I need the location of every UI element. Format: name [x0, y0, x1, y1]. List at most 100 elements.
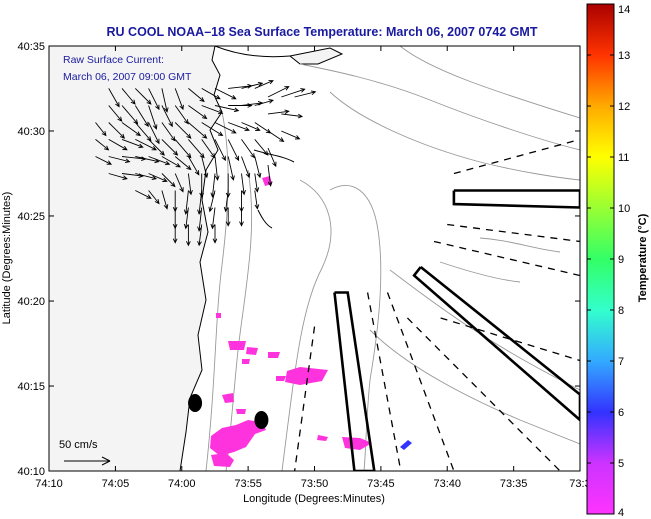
sst-cold-patch: [210, 420, 266, 456]
colorbar-tick-label: 6: [618, 407, 624, 419]
current-vector: [108, 105, 123, 122]
current-vector: [148, 88, 160, 111]
current-vector: [210, 207, 216, 230]
x-tick-label: 73:35: [500, 478, 528, 490]
current-vector: [183, 190, 189, 215]
current-vector: [188, 139, 205, 159]
current-vector: [95, 139, 110, 151]
current-vector: [174, 173, 184, 193]
colorbar-tick-label: 14: [618, 4, 630, 16]
colorbar-tick-label: 13: [618, 50, 630, 62]
current-vector: [197, 224, 203, 247]
current-vector: [183, 207, 189, 230]
current-vector: [161, 139, 179, 156]
current-vector: [148, 156, 171, 166]
ocean-stations: [188, 394, 269, 429]
current-vector: [188, 122, 208, 139]
current-vector: [254, 139, 269, 156]
sst-cold-patch: [285, 367, 328, 385]
current-vector: [174, 156, 192, 171]
y-tick-label: 40:15: [17, 381, 45, 393]
current-vector: [95, 156, 113, 165]
x-tick-label: 73:40: [433, 478, 461, 490]
current-vector: [121, 105, 139, 125]
annotation-line-2: March 06, 2007 09:00 GMT: [63, 71, 192, 83]
current-vector: [227, 156, 235, 181]
current-vector: [241, 122, 261, 131]
colorbar-tick-label: 11: [618, 152, 629, 164]
sst-cold-patch: [276, 376, 286, 381]
y-tick-label: 40:25: [17, 211, 45, 223]
current-vector: [188, 105, 208, 120]
y-tick-label: 40:20: [17, 296, 45, 308]
current-vector: [214, 105, 240, 113]
current-vectors: [95, 79, 317, 247]
y-axis: 40:35 40:30 40:25 40:20 40:15 40:10: [17, 41, 580, 478]
current-vector: [281, 113, 304, 119]
current-vector: [254, 173, 260, 193]
x-axis-label: Longitude (Degrees:Minutes): [243, 493, 385, 505]
current-vector: [267, 130, 285, 142]
current-vector: [185, 224, 191, 247]
colorbar: 4 5 6 7 8 9 10 11 12 13 14 Temperature (°C): [586, 3, 649, 519]
current-vector: [121, 122, 142, 137]
colorbar-tick-label: 12: [618, 101, 630, 113]
colorbar-tick-label: 10: [618, 203, 630, 215]
current-vector: [148, 122, 160, 145]
current-vector: [161, 190, 169, 210]
current-vector: [95, 122, 107, 137]
current-vector: [267, 164, 273, 187]
map-layer: [49, 46, 580, 471]
current-vector: [254, 99, 274, 106]
x-tick-label: 73:55: [234, 478, 262, 490]
current-vector: [134, 105, 149, 128]
hf-radar-ray: [453, 138, 580, 175]
scale-label: 50 cm/s: [59, 439, 98, 451]
ocean-station-marker: [254, 410, 269, 429]
sandy-hook-spit: [288, 47, 344, 65]
hf-radar-ray: [293, 326, 316, 471]
current-vector: [108, 156, 131, 164]
hf-radar-ray: [386, 292, 455, 471]
x-tick-label: 74:05: [102, 478, 130, 490]
hf-radar-rays: [293, 138, 580, 471]
chart-title: RU COOL NOAA–18 Sea Surface Temperature:…: [107, 25, 538, 39]
x-tick-label: 73:45: [367, 478, 395, 490]
current-vector: [241, 156, 251, 179]
colorbar-tick-label: 7: [618, 356, 624, 368]
colorbar-ticks: 4 5 6 7 8 9 10 11 12 13 14: [587, 3, 630, 519]
current-vector: [161, 122, 176, 142]
current-vector: [108, 88, 120, 108]
current-vector: [267, 147, 277, 168]
current-vector: [121, 138, 144, 149]
hf-radar-ray: [406, 317, 561, 471]
current-vector: [148, 139, 165, 156]
current-vector: [214, 139, 226, 162]
colorbar-label: Temperature (°C): [637, 213, 649, 302]
colorbar-tick-label: 9: [618, 254, 624, 266]
current-vector: [241, 81, 264, 89]
current-vector: [172, 224, 178, 244]
x-axis: 74:10 74:05 74:00 73:55 73:50 73:45 73:40 73:35…: [35, 46, 591, 490]
sst-cold-patch: [342, 437, 372, 450]
hf-radar-ray: [366, 292, 402, 471]
sst-cold-patch: [236, 409, 246, 414]
sst-cold-patch: [222, 393, 234, 403]
current-vector: [108, 122, 126, 139]
y-tick-label: 40:30: [17, 126, 45, 138]
current-vector: [201, 105, 224, 115]
current-vector: [135, 173, 158, 181]
current-vector: [134, 122, 152, 142]
current-vector: [227, 139, 240, 162]
current-vector: [187, 173, 193, 196]
sst-cold-patch: [228, 341, 246, 350]
sst-cold-patch: [268, 352, 280, 358]
current-vector: [254, 156, 262, 179]
current-vector: [228, 122, 250, 132]
current-vector: [225, 207, 231, 227]
current-vector: [174, 88, 184, 111]
colorbar-tick-label: 5: [618, 458, 624, 470]
current-vector: [161, 105, 173, 128]
hf-radar-box: [452, 189, 580, 209]
